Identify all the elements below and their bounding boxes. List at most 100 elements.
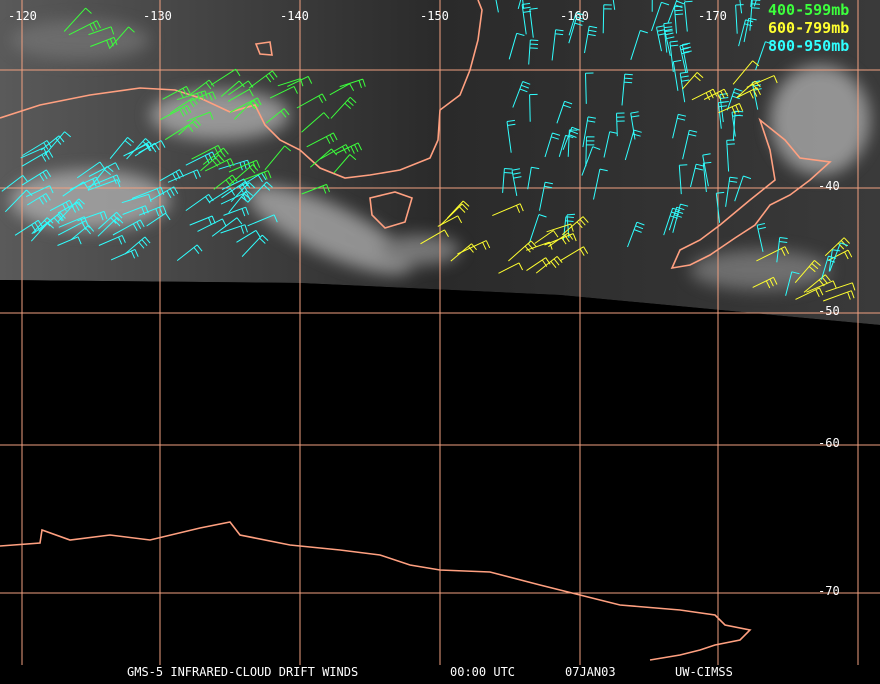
wind-barb [585, 72, 594, 104]
wind-barb [220, 224, 248, 234]
wind-barb [296, 93, 327, 109]
wind-barb [752, 276, 778, 289]
wind-barb [825, 282, 856, 293]
wind-barb [87, 179, 121, 191]
wind-barb [756, 246, 790, 262]
wind-barb [109, 26, 135, 50]
wind-barb [616, 112, 625, 137]
footer: GMS-5 INFRARED-CLOUD DRIFT WINDS 00:00 U… [127, 665, 733, 679]
wind-barb [502, 168, 513, 193]
lat-label: -50 [818, 304, 840, 318]
wind-barb [535, 256, 563, 274]
footer-product: GMS-5 INFRARED-CLOUD DRIFT WINDS [127, 665, 358, 679]
lat-label: -40 [818, 179, 840, 193]
wind-barb [506, 119, 516, 153]
wind-barb [241, 234, 269, 257]
wind-barb [498, 262, 524, 274]
wind-barbs [1, 0, 856, 302]
footer-date: 07JAN03 [565, 665, 616, 679]
wind-barb [603, 131, 618, 158]
wind-barb [265, 108, 290, 124]
wind-barb [162, 85, 191, 100]
wind-barb [335, 142, 363, 154]
wind-barb [98, 234, 126, 246]
wind-barb [529, 93, 538, 122]
wind-barb [176, 244, 203, 261]
wind-barb [556, 100, 573, 124]
wind-barb [512, 81, 531, 108]
footer-source: UW-CIMSS [675, 665, 733, 679]
wind-barb [548, 232, 574, 248]
footer-time: 00:00 UTC [450, 665, 515, 679]
wind-barb [14, 219, 44, 236]
lat-label: -70 [818, 584, 840, 598]
wind-barb [339, 78, 366, 89]
coastlines [0, 0, 832, 661]
wind-barb [669, 40, 679, 72]
wind-barb [828, 249, 841, 272]
wind-barb [546, 223, 574, 233]
wind-barb [746, 75, 778, 88]
wind-barb [189, 91, 217, 102]
wind-barb [333, 154, 357, 174]
wind-barb [735, 4, 744, 34]
wind-barb [527, 166, 540, 190]
wind-barb [124, 236, 151, 255]
wind-barb [656, 25, 667, 52]
lon-label: -160 [560, 9, 589, 23]
wind-barb [794, 260, 821, 284]
wind-barb [76, 161, 105, 179]
legend-entry: 600-799mb [768, 19, 849, 37]
wind-barb [197, 218, 227, 232]
wind-barb [210, 68, 241, 86]
wind-barb [529, 7, 538, 38]
wind-barb [228, 190, 254, 214]
wind-barb [186, 111, 214, 122]
wind-barb [277, 78, 304, 87]
wind-barb [806, 280, 837, 293]
wind-barb [112, 219, 145, 236]
wind-barb [756, 223, 766, 252]
wind-barb [684, 0, 693, 32]
wind-barb [726, 88, 743, 111]
wind-barb [743, 17, 757, 43]
wind-barb [581, 146, 601, 176]
wind-barb [702, 153, 711, 187]
wind-barb [621, 73, 633, 106]
wind-barb [121, 193, 152, 204]
latitude-labels: -40 -50 -60 -70 [818, 179, 840, 598]
wind-barb [663, 22, 673, 53]
wind-barb [329, 83, 355, 96]
wind-barb [568, 18, 584, 44]
wind-barb [134, 142, 160, 157]
wind-barb [57, 236, 82, 246]
wind-barb [562, 126, 580, 150]
wind-barb [668, 206, 685, 231]
lon-label: -120 [8, 9, 37, 23]
wind-barb [223, 206, 249, 217]
wind-barb [220, 80, 245, 97]
wind-barb [228, 159, 261, 173]
wind-barb [738, 19, 754, 47]
wind-barb [522, 0, 525, 9]
wind-barb [213, 174, 238, 190]
wind-barb [131, 186, 165, 199]
wind-barb [630, 30, 648, 60]
wind-barb [715, 191, 725, 223]
wind-barb [110, 248, 139, 261]
wind-barb [829, 242, 849, 272]
wind-barb [734, 175, 752, 202]
legend-entry: 400-599mb [768, 1, 849, 19]
longitude-labels: -120 -130 -140 -150 -160 -170 [8, 9, 727, 23]
wind-barb [301, 183, 330, 195]
wind-barb [97, 217, 124, 237]
wind-barb [749, 0, 761, 31]
wind-barb [138, 205, 167, 217]
wind-barb [77, 210, 108, 222]
wind-barb [221, 178, 249, 191]
wind-barb [568, 12, 584, 36]
wind-barb [248, 70, 278, 89]
lon-label: -170 [698, 9, 727, 23]
wind-barb [561, 216, 589, 236]
